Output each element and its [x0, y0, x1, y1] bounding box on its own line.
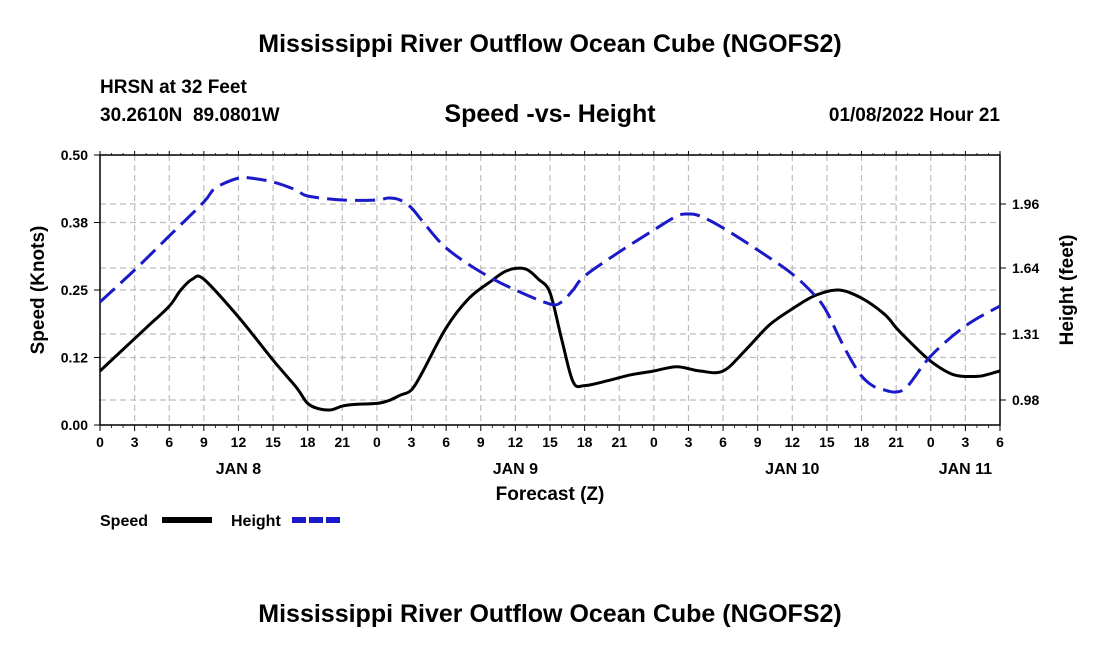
x-tick-label: 0: [373, 434, 381, 450]
y2-tick-label: 1.96: [1012, 196, 1039, 212]
x-tick-label: 3: [408, 434, 416, 450]
x-tick-label: 21: [888, 434, 904, 450]
x-tick-label: 3: [961, 434, 969, 450]
series-line-height: [98, 175, 1001, 394]
coordinates-label: 30.2610N 89.0801W: [100, 105, 280, 126]
x-tick-label: 12: [508, 434, 524, 450]
x-tick-label: 3: [685, 434, 693, 450]
x-tick-label: 15: [265, 434, 281, 450]
x-tick-label: 6: [165, 434, 173, 450]
x-tick-label: 9: [477, 434, 485, 450]
bottom-title: Mississippi River Outflow Ocean Cube (NG…: [258, 600, 842, 628]
x-tick-label: 12: [231, 434, 247, 450]
x-tick-label: 21: [335, 434, 351, 450]
x-tick-label: 18: [854, 434, 870, 450]
x-tick-label: 0: [650, 434, 658, 450]
y-tick-label: 0.50: [61, 147, 88, 163]
y-tick-label: 0.38: [61, 215, 88, 231]
date-label: JAN 9: [493, 461, 538, 478]
x-tick-label: 18: [300, 434, 316, 450]
y-tick-label: 0.12: [61, 350, 88, 366]
x-tick-label: 6: [719, 434, 727, 450]
main-title: Mississippi River Outflow Ocean Cube (NG…: [258, 30, 842, 58]
chart-subtitle: Speed -vs- Height: [444, 100, 656, 128]
x-tick-label: 9: [754, 434, 762, 450]
y2-tick-label: 0.98: [1012, 392, 1039, 408]
x-tick-label: 0: [927, 434, 935, 450]
x-tick-label: 12: [785, 434, 801, 450]
legend-speed-label: Speed: [100, 513, 148, 530]
y2-tick-label: 1.64: [1012, 260, 1039, 276]
x-tick-label: 0: [96, 434, 104, 450]
forecast-datetime: 01/08/2022 Hour 21: [828, 105, 1000, 126]
x-tick-label: 15: [542, 434, 558, 450]
x-tick-label: 6: [442, 434, 450, 450]
date-label: JAN 8: [216, 461, 261, 478]
x-tick-label: 18: [577, 434, 593, 450]
x-tick-label: 3: [131, 434, 139, 450]
y-tick-label: 0.25: [61, 282, 88, 298]
x-axis-title: Forecast (Z): [496, 484, 605, 505]
plot-frame: [99, 154, 1001, 426]
y-axis-title: Speed (Knots): [28, 226, 49, 355]
station-label: HRSN at 32 Feet: [100, 77, 247, 98]
x-tick-label: 9: [200, 434, 208, 450]
x-tick-label: 6: [996, 434, 1004, 450]
y2-tick-label: 1.31: [1012, 326, 1039, 342]
legend-height-label: Height: [231, 513, 281, 530]
x-tick-label: 21: [611, 434, 627, 450]
x-tick-label: 15: [819, 434, 835, 450]
y-tick-label: 0.00: [61, 417, 88, 433]
date-label: JAN 11: [939, 461, 992, 478]
series-line-speed: [98, 266, 1001, 412]
date-label: JAN 10: [765, 461, 819, 478]
y2-axis-title: Height (feet): [1057, 235, 1078, 346]
